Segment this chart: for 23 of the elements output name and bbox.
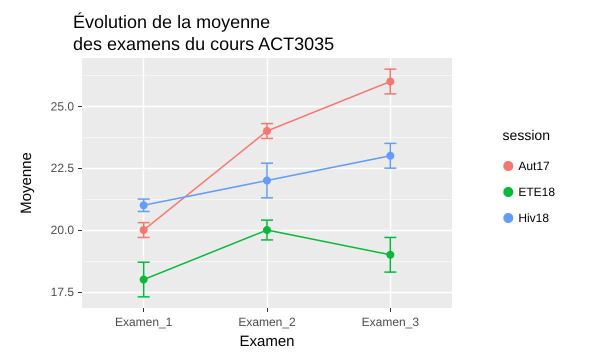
legend-label: Aut17 <box>518 159 550 173</box>
legend-label: Hiv18 <box>518 211 550 225</box>
y-tick-label: 17.5 <box>50 284 74 299</box>
y-axis-title: Moyenne <box>18 152 35 214</box>
x-tick-label: Examen_3 <box>362 315 420 329</box>
chart-title: Évolution de la moyenne des examens du cours ACT3035 <box>73 12 334 54</box>
point <box>140 201 148 210</box>
point <box>386 152 394 160</box>
point <box>263 127 271 136</box>
legend-label: ETE18 <box>518 185 556 199</box>
point <box>140 226 148 234</box>
y-tick-label: 22.5 <box>50 161 74 176</box>
point <box>386 78 394 86</box>
point <box>140 276 148 284</box>
y-tick-label: 25.0 <box>50 99 74 114</box>
legend-title: session <box>502 127 550 143</box>
point <box>263 226 271 234</box>
y-tick-label: 20.0 <box>50 223 74 238</box>
point <box>263 176 271 185</box>
x-tick-label: Examen_1 <box>114 315 173 329</box>
x-tick-label: Examen_2 <box>238 315 296 329</box>
x-axis-title: Examen <box>239 333 295 350</box>
point <box>386 250 394 259</box>
